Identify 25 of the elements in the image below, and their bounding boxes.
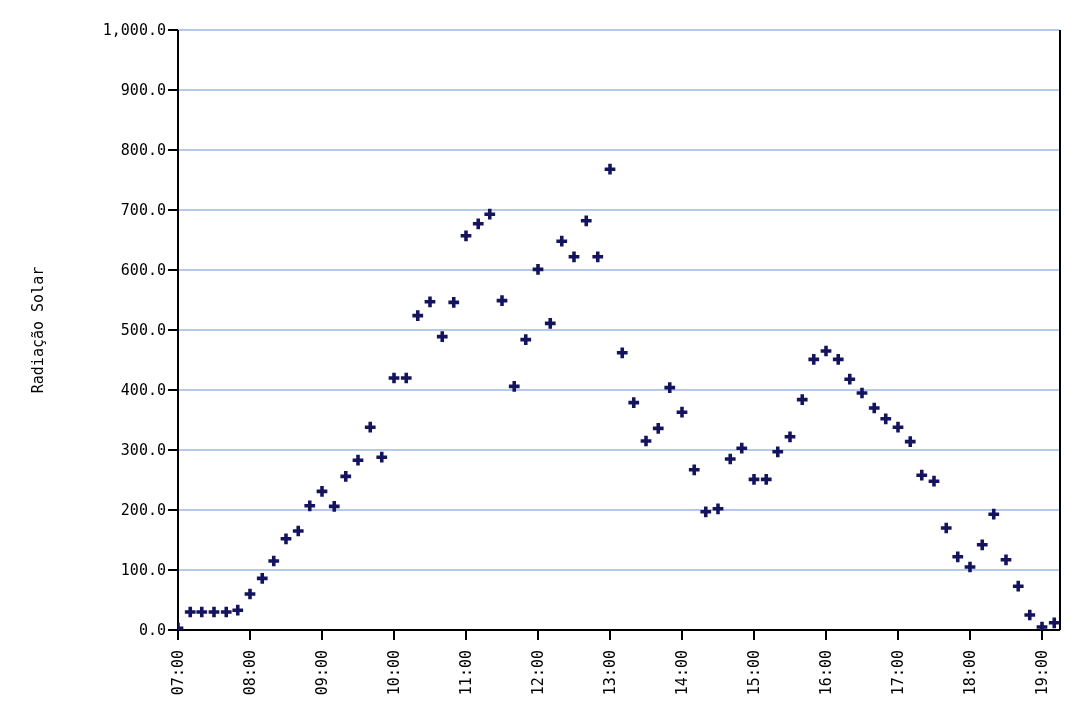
- y-tick-label: 800.0: [120, 141, 166, 160]
- x-tick-label: 15:00: [745, 650, 763, 696]
- y-tick-label: 400.0: [120, 381, 166, 400]
- x-tick-label: 08:00: [241, 650, 259, 696]
- y-tick-label: 300.0: [120, 441, 166, 460]
- x-tick-label: 16:00: [817, 650, 835, 696]
- x-tick-label: 13:00: [601, 650, 619, 696]
- x-tick-label: 17:00: [889, 650, 907, 696]
- x-tick-label: 18:00: [961, 650, 979, 696]
- y-tick-label: 700.0: [120, 201, 166, 220]
- x-tick-label: 07:00: [169, 650, 187, 696]
- x-tick-label: 12:00: [529, 650, 547, 696]
- y-tick-label: 200.0: [120, 501, 166, 520]
- x-tick-label: 14:00: [673, 650, 691, 696]
- y-tick-label: 500.0: [120, 321, 166, 340]
- y-axis-title: Radiação Solar: [29, 266, 48, 394]
- y-tick-label: 900.0: [120, 81, 166, 100]
- x-tick-label: 09:00: [313, 650, 331, 696]
- y-tick-label: 100.0: [120, 561, 166, 580]
- x-tick-label: 11:00: [457, 650, 475, 696]
- y-tick-label: 0.0: [138, 621, 166, 640]
- y-tick-label: 1,000.0: [102, 21, 166, 40]
- y-tick-label: 600.0: [120, 261, 166, 280]
- x-tick-label: 19:00: [1033, 650, 1051, 696]
- x-tick-label: 10:00: [385, 650, 403, 696]
